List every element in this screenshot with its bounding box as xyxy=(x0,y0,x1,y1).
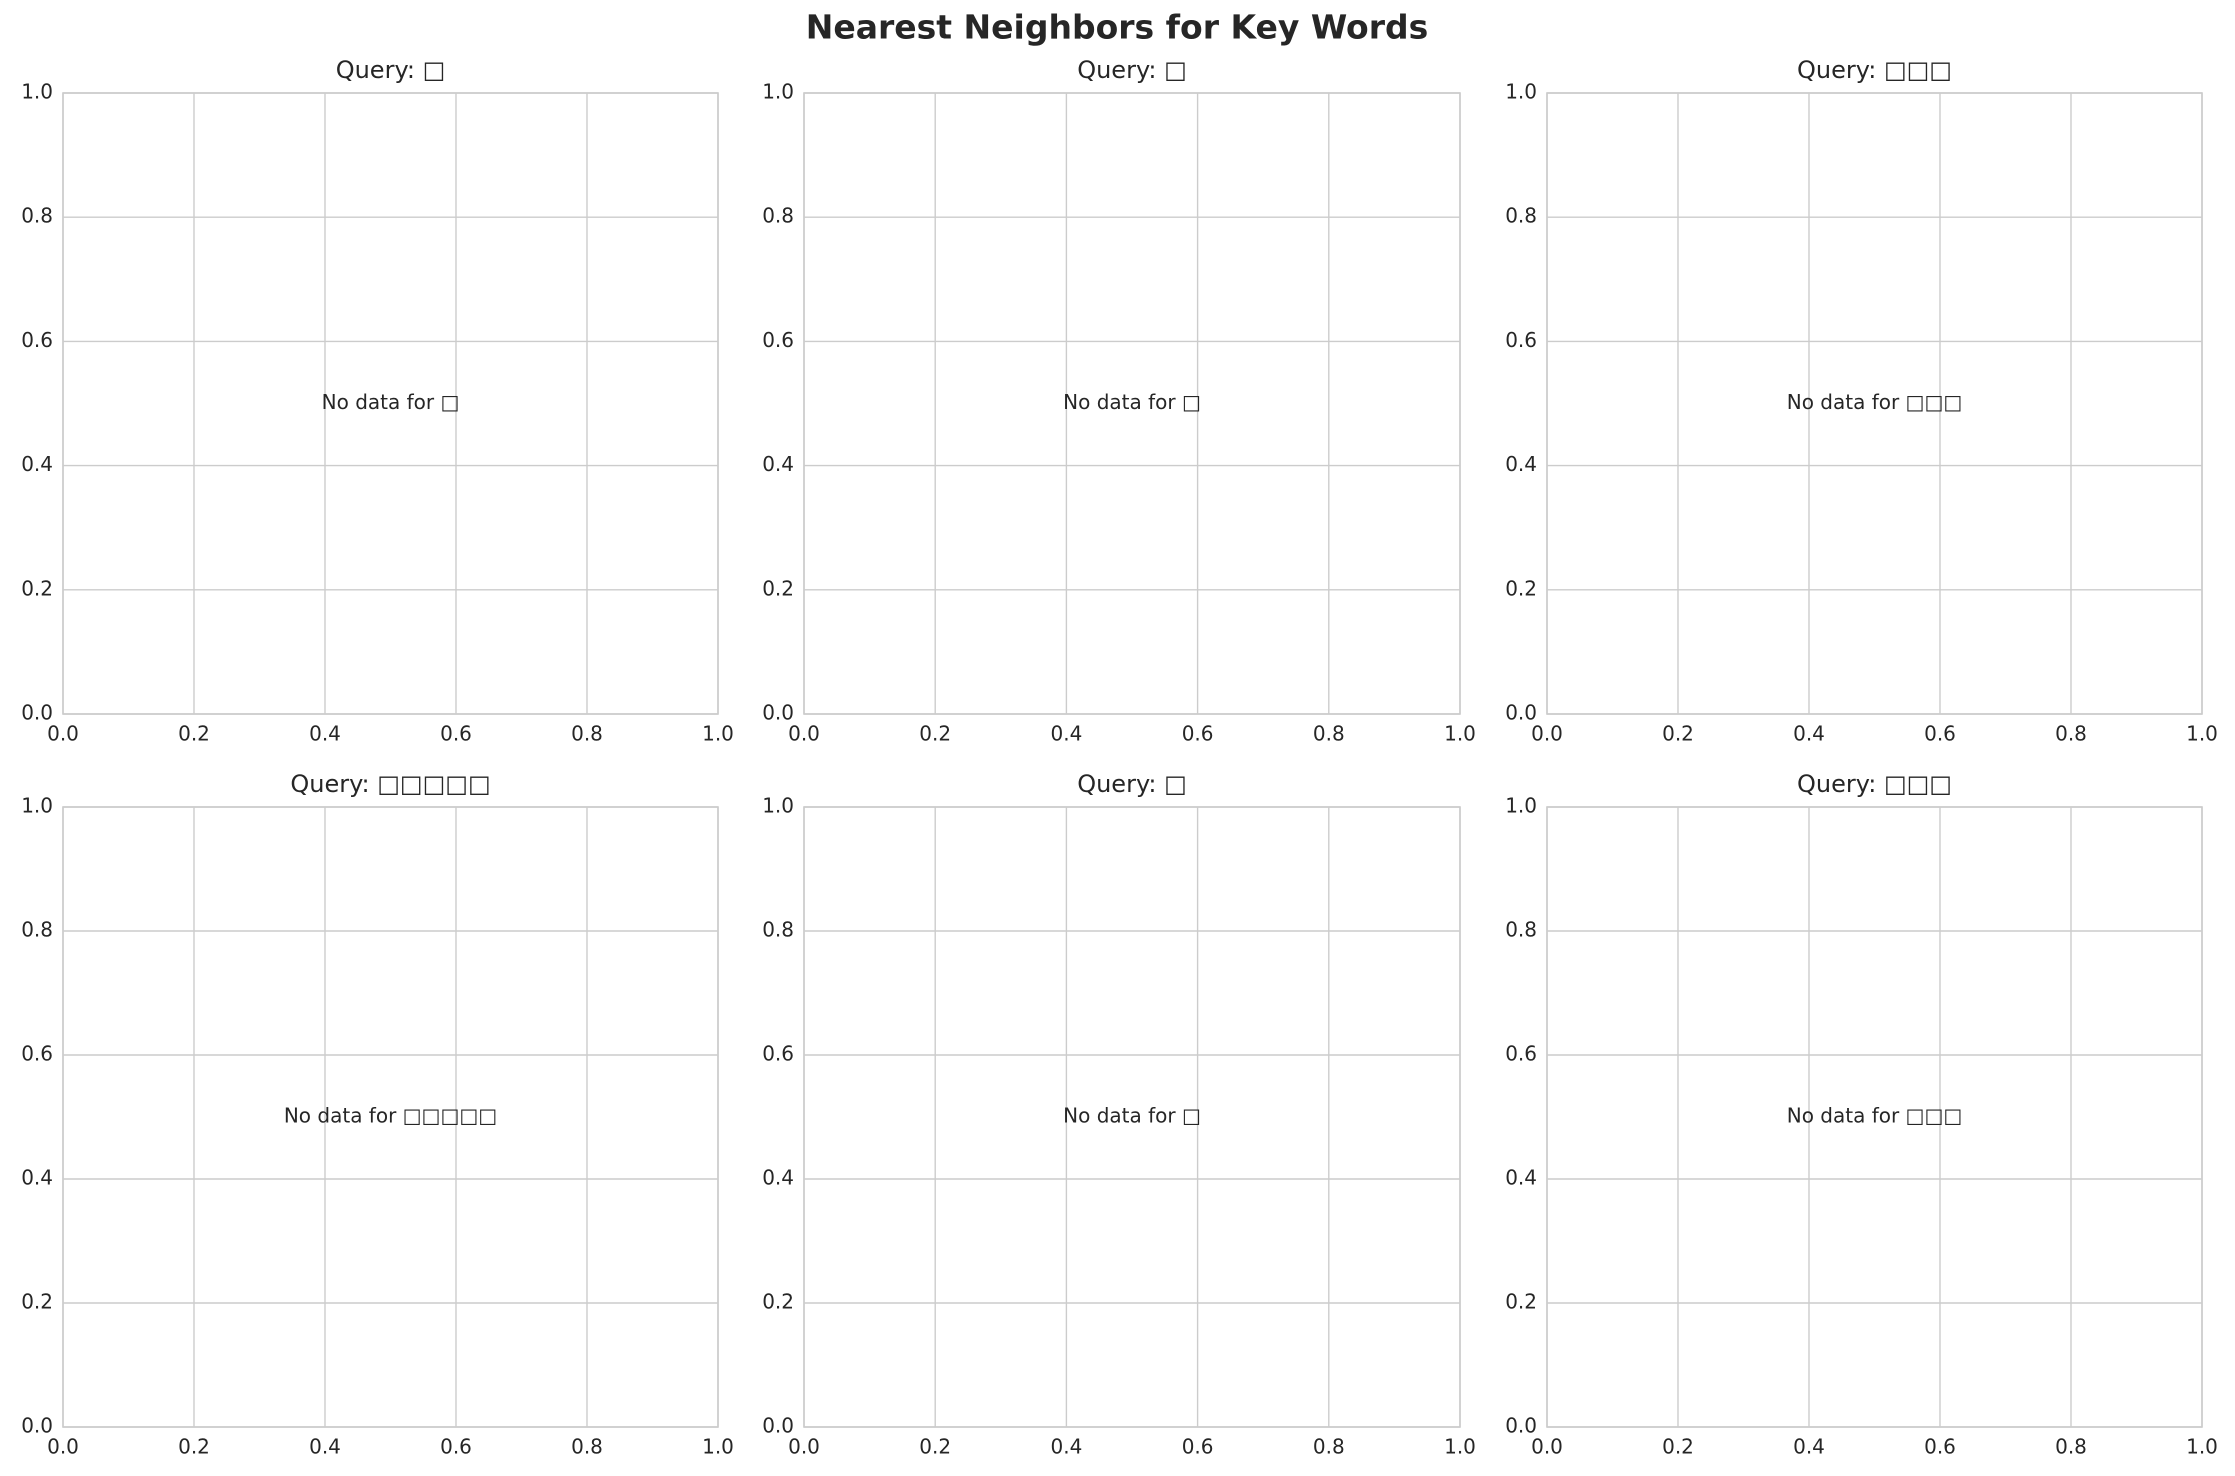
y-tick-label: 0.6 xyxy=(762,328,794,352)
x-tick-label: 0.6 xyxy=(1924,722,1956,746)
x-tick-label: 0.0 xyxy=(788,722,820,746)
x-tick-label: 1.0 xyxy=(702,1435,734,1459)
x-tick-label: 0.4 xyxy=(1050,722,1082,746)
y-tick-label: 1.0 xyxy=(21,794,53,818)
x-tick-label: 0.0 xyxy=(1531,722,1563,746)
x-tick-label: 1.0 xyxy=(1444,1435,1476,1459)
y-tick-label: 0.4 xyxy=(762,1166,794,1190)
annotation: No data for □□□□□ xyxy=(284,1104,497,1128)
annotation: No data for □ xyxy=(322,390,460,414)
y-tick-label: 1.0 xyxy=(762,794,794,818)
x-tick-label: 0.6 xyxy=(1924,1435,1956,1459)
y-tick-label: 0.8 xyxy=(1505,918,1537,942)
x-tick-label: 0.0 xyxy=(47,722,79,746)
x-tick-label: 0.8 xyxy=(571,722,603,746)
y-tick-label: 0.4 xyxy=(1505,452,1537,476)
axes-frame xyxy=(1546,92,2203,715)
y-tick-label: 0.2 xyxy=(1505,1290,1537,1314)
x-tick-label: 0.8 xyxy=(2055,722,2087,746)
x-tick-label: 0.4 xyxy=(1793,722,1825,746)
y-tick-label: 0.8 xyxy=(762,918,794,942)
x-tick-label: 0.8 xyxy=(2055,1435,2087,1459)
figure-title: Nearest Neighbors for Key Words xyxy=(806,8,1429,47)
axes-frame xyxy=(803,92,1461,715)
y-tick-label: 0.6 xyxy=(1505,1042,1537,1066)
x-tick-label: 0.0 xyxy=(1531,1435,1563,1459)
y-tick-label: 0.4 xyxy=(1505,1166,1537,1190)
x-tick-label: 0.0 xyxy=(47,1435,79,1459)
y-tick-label: 0.8 xyxy=(762,204,794,228)
y-tick-label: 0.6 xyxy=(1505,328,1537,352)
x-tick-label: 0.4 xyxy=(1793,1435,1825,1459)
x-tick-label: 0.6 xyxy=(440,1435,472,1459)
y-tick-label: 0.0 xyxy=(762,701,794,725)
annotation: No data for □ xyxy=(1063,390,1201,414)
subplot-title: Query: □□□ xyxy=(1797,770,1952,798)
x-tick-label: 0.0 xyxy=(788,1435,820,1459)
y-tick-label: 0.2 xyxy=(1505,576,1537,600)
subplot-title: Query: □□□ xyxy=(1797,56,1952,84)
x-tick-label: 0.6 xyxy=(1182,722,1214,746)
y-tick-label: 0.8 xyxy=(1505,204,1537,228)
subplot-title: Query: □□□□□ xyxy=(290,770,490,798)
axes-frame xyxy=(62,92,719,715)
y-tick-label: 0.2 xyxy=(21,576,53,600)
y-tick-label: 0.0 xyxy=(762,1414,794,1438)
y-tick-label: 1.0 xyxy=(762,80,794,104)
y-tick-label: 0.0 xyxy=(1505,701,1537,725)
axes-frame xyxy=(62,806,719,1428)
y-tick-label: 0.2 xyxy=(762,1290,794,1314)
y-tick-label: 0.4 xyxy=(762,452,794,476)
y-tick-label: 0.0 xyxy=(21,1414,53,1438)
x-tick-label: 0.6 xyxy=(440,722,472,746)
y-tick-label: 0.0 xyxy=(21,701,53,725)
x-tick-label: 0.4 xyxy=(1050,1435,1082,1459)
x-tick-label: 0.2 xyxy=(178,722,210,746)
y-tick-label: 0.6 xyxy=(21,328,53,352)
x-tick-label: 0.2 xyxy=(1662,1435,1694,1459)
y-tick-label: 0.8 xyxy=(21,918,53,942)
annotation: No data for □□□ xyxy=(1787,1104,1963,1128)
x-tick-label: 1.0 xyxy=(1444,722,1476,746)
y-tick-label: 0.4 xyxy=(21,1166,53,1190)
y-tick-label: 0.0 xyxy=(1505,1414,1537,1438)
x-tick-label: 0.2 xyxy=(919,722,951,746)
x-tick-label: 0.8 xyxy=(571,1435,603,1459)
x-tick-label: 0.2 xyxy=(1662,722,1694,746)
subplot-title: Query: □ xyxy=(1077,56,1187,84)
x-tick-label: 1.0 xyxy=(2186,1435,2218,1459)
subplot-title: Query: □ xyxy=(1077,770,1187,798)
x-tick-label: 0.2 xyxy=(919,1435,951,1459)
y-tick-label: 1.0 xyxy=(21,80,53,104)
subplot-title: Query: □ xyxy=(336,56,446,84)
axes-frame xyxy=(1546,806,2203,1428)
axes-frame xyxy=(803,806,1461,1428)
x-tick-label: 0.6 xyxy=(1182,1435,1214,1459)
x-tick-label: 0.8 xyxy=(1313,1435,1345,1459)
y-tick-label: 1.0 xyxy=(1505,80,1537,104)
annotation: No data for □ xyxy=(1063,1104,1201,1128)
x-tick-label: 0.8 xyxy=(1313,722,1345,746)
y-tick-label: 0.6 xyxy=(762,1042,794,1066)
annotation: No data for □□□ xyxy=(1787,390,1963,414)
x-tick-label: 0.2 xyxy=(178,1435,210,1459)
y-tick-label: 0.4 xyxy=(21,452,53,476)
y-tick-label: 0.8 xyxy=(21,204,53,228)
x-tick-label: 1.0 xyxy=(2186,722,2218,746)
y-tick-label: 0.2 xyxy=(21,1290,53,1314)
x-tick-label: 0.4 xyxy=(309,722,341,746)
y-tick-label: 0.6 xyxy=(21,1042,53,1066)
y-tick-label: 0.2 xyxy=(762,576,794,600)
x-tick-label: 0.4 xyxy=(309,1435,341,1459)
y-tick-label: 1.0 xyxy=(1505,794,1537,818)
x-tick-label: 1.0 xyxy=(702,722,734,746)
